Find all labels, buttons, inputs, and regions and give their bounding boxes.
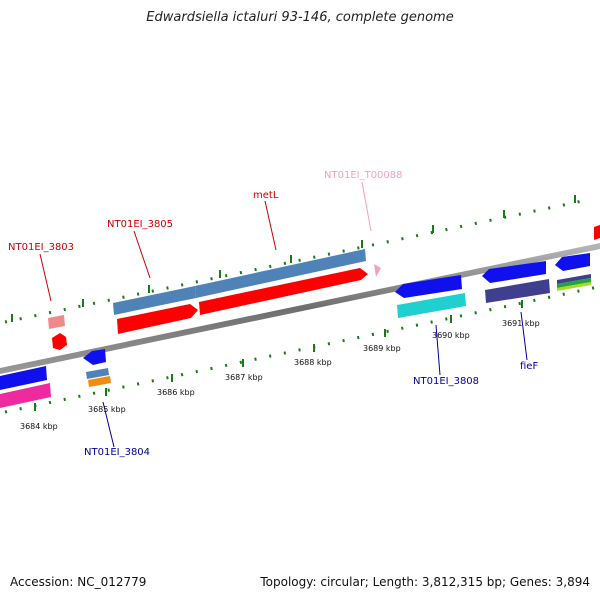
gene-label-fieF[interactable]: fieF [520,361,538,372]
gene-NT01EI_3803-lower[interactable] [52,333,67,350]
accession-label: Accession: NC_012779 [10,575,147,589]
gene-metL-steel[interactable] [195,249,366,298]
gene-NT01EI_3804-steel[interactable] [86,368,109,379]
gene-NT01EI_T00088[interactable] [374,264,381,277]
tick-label: 3684 kbp [20,422,58,431]
gene-NT01EI_3805[interactable] [113,286,196,315]
topology-label: Topology: circular; Length: 3,812,315 bp… [260,575,590,589]
gene-metL-red[interactable] [199,268,368,315]
tick-label: 3685 kbp [88,405,126,414]
gene-label-NT01EI_3805[interactable]: NT01EI_3805 [107,219,173,230]
tick-label: 3687 kbp [225,373,263,382]
genome-backbone [0,243,600,374]
tick-label: 3690 kbp [432,331,470,340]
major-ticks [11,195,576,411]
gene-NT01EI_3804-orange[interactable] [88,376,111,387]
gene-red-left[interactable] [117,304,198,334]
gene-NT01EI_3808-blue[interactable] [395,275,462,298]
gene-red-edge[interactable] [594,225,600,240]
gene-indigo[interactable] [485,279,550,303]
tick-label: 3691 kbp [502,319,540,328]
tick-labels: 3684 kbp 3685 kbp 3686 kbp 3687 kbp 3688… [20,319,540,431]
gene-labels: NT01EI_3803 NT01EI_3805 metL NT01EI_T000… [8,170,538,458]
gene-fieF-blue[interactable] [482,261,546,283]
gene-NT01EI_3803-upper[interactable] [48,315,65,329]
gene-label-NT01EI_3803[interactable]: NT01EI_3803 [8,242,74,253]
gene-NT01EI_3804-blue[interactable] [83,349,106,365]
gene-label-NT01EI_3808[interactable]: NT01EI_3808 [413,376,479,387]
gene-label-metL[interactable]: metL [253,190,279,201]
gene-blue-right[interactable] [555,253,590,271]
gene-label-NT01EI_T00088[interactable]: NT01EI_T00088 [324,170,403,181]
gene-cyan[interactable] [397,293,466,318]
gene-label-NT01EI_3804[interactable]: NT01EI_3804 [84,447,150,458]
leader-lines [39,181,528,448]
gene-magenta-left[interactable] [0,383,51,408]
tick-label: 3688 kbp [294,358,332,367]
gene-multi-stripe[interactable] [557,274,591,291]
tick-label: 3686 kbp [157,388,195,397]
gene-blue-left[interactable] [0,366,47,390]
tick-label: 3689 kbp [363,344,401,353]
genome-title: Edwardsiella ictaluri 93-146, complete g… [146,10,454,25]
